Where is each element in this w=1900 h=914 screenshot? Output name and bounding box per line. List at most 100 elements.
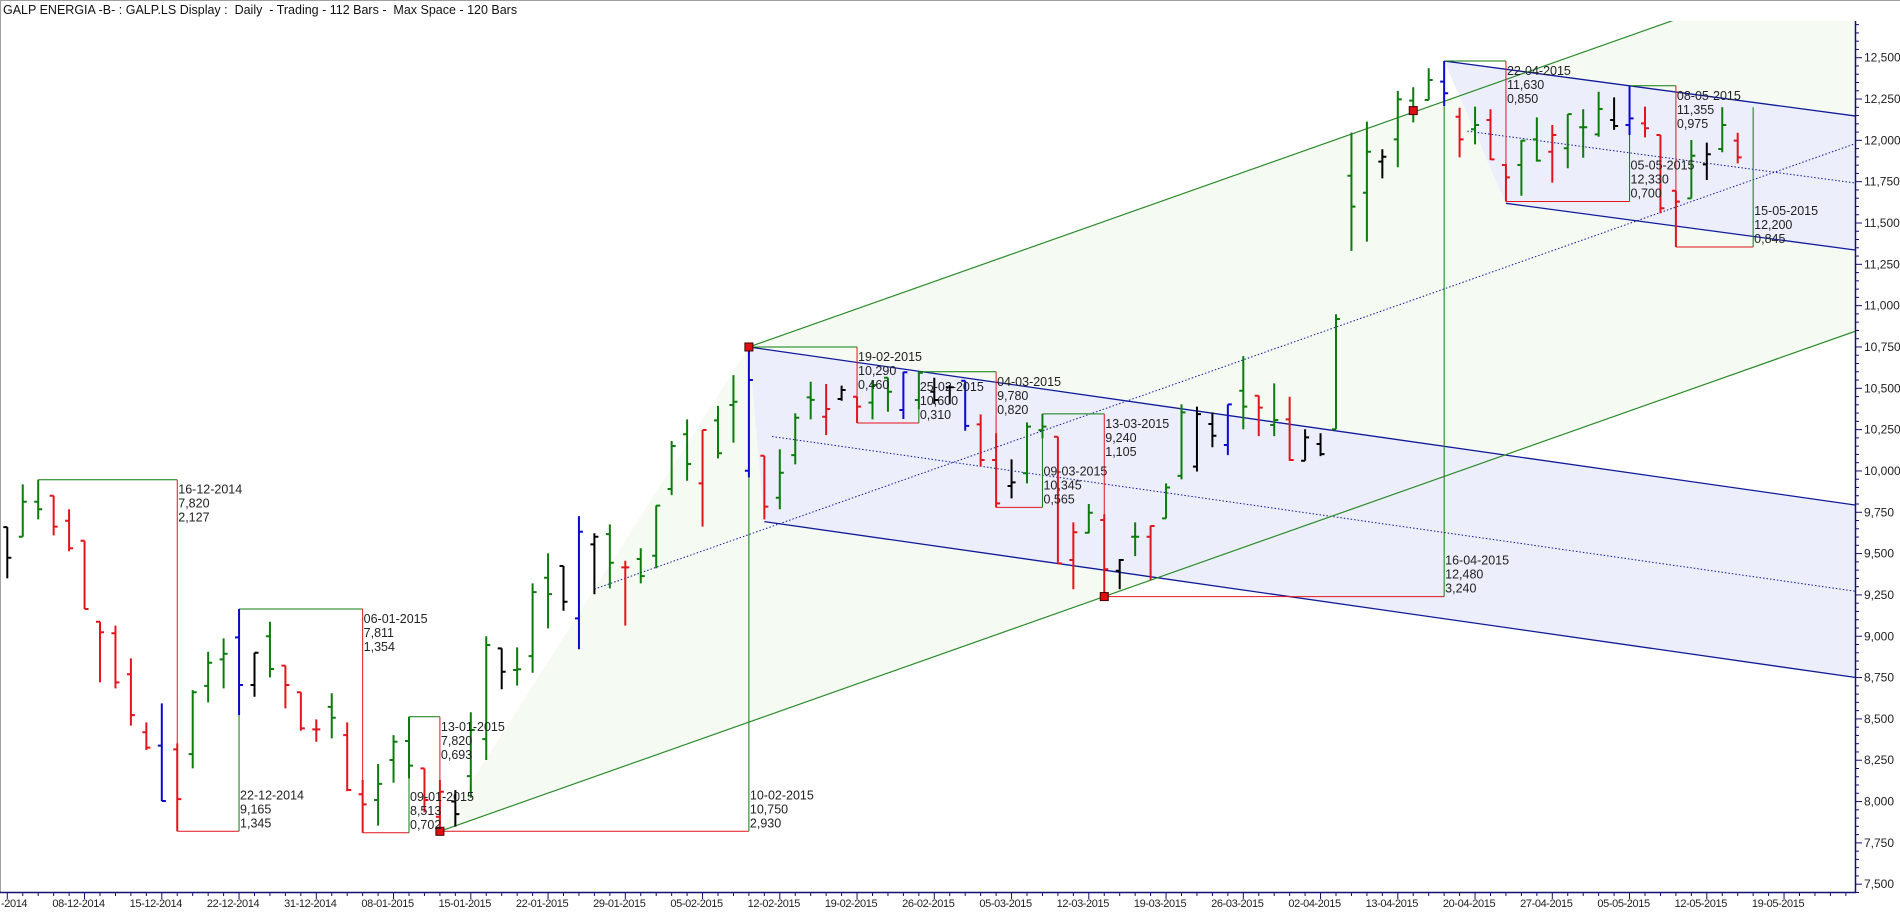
anchor-markers bbox=[435, 106, 1418, 836]
ohlc-bar bbox=[868, 380, 877, 420]
ohlc-bar bbox=[605, 524, 614, 589]
swing-annotation-price-label: 11,355 bbox=[1677, 103, 1714, 117]
swing-annotation-price-label: 7,820 bbox=[441, 734, 472, 748]
ohlc-bar bbox=[1208, 412, 1217, 448]
x-tick-label: 02-04-2015 bbox=[1288, 898, 1341, 910]
swing-annotation-diff: 0,820 bbox=[997, 403, 1028, 417]
channel-upper-line bbox=[748, 346, 1855, 506]
ohlc-bar bbox=[1718, 107, 1727, 153]
ohlc-bar bbox=[1285, 396, 1294, 462]
ohlc-bar bbox=[930, 377, 939, 405]
ohlc-bar bbox=[513, 647, 522, 686]
ohlc-bar bbox=[420, 767, 429, 813]
swing-annotation-diff: 0,845 bbox=[1754, 232, 1785, 246]
y-tick-label: 8,000 bbox=[1864, 795, 1894, 809]
ohlc-bar bbox=[683, 419, 692, 481]
y-tick-label: 7,500 bbox=[1864, 877, 1894, 891]
swing-annotation-price-label: 11,630 bbox=[1507, 78, 1544, 92]
ohlc-bar bbox=[49, 494, 58, 536]
y-tick-label: 11,750 bbox=[1864, 175, 1900, 189]
y-tick-label: 10,000 bbox=[1864, 464, 1900, 478]
trend-lines bbox=[439, 21, 1855, 832]
ohlc-bar bbox=[822, 384, 831, 436]
swing-annotation-date: 10-02-2015 bbox=[750, 788, 814, 802]
x-tick-label: 05-03-2015 bbox=[979, 898, 1032, 910]
ohlc-bar bbox=[142, 722, 151, 750]
ohlc-bar bbox=[451, 790, 460, 827]
ohlc-bar bbox=[1316, 433, 1325, 457]
x-tick-label: -2014 bbox=[1, 898, 27, 910]
ohlc-bar bbox=[1579, 109, 1588, 158]
swing-annotation-diff: 0,460 bbox=[858, 378, 889, 392]
ohlc-bar bbox=[1347, 132, 1356, 251]
ohlc-bar bbox=[173, 743, 182, 832]
x-tick-label: 29-01-2015 bbox=[593, 898, 646, 910]
ohlc-bar bbox=[698, 428, 707, 527]
ohlc-bar bbox=[528, 583, 537, 673]
ohlc-bar bbox=[976, 414, 985, 467]
ohlc-bar bbox=[1223, 403, 1232, 456]
y-tick-label: 10,250 bbox=[1864, 423, 1900, 437]
swing-annotation-diff: 0,310 bbox=[920, 408, 951, 422]
ohlc-bar bbox=[590, 533, 599, 595]
ohlc-bar bbox=[1548, 124, 1557, 183]
ohlc-bar bbox=[126, 658, 135, 726]
ohlc-bar bbox=[1393, 90, 1402, 168]
swing-annotation-date: 16-04-2015 bbox=[1445, 554, 1509, 568]
ohlc-bar bbox=[652, 504, 661, 569]
ohlc-bar bbox=[157, 703, 166, 803]
swing-annotation-diff: 2,127 bbox=[178, 511, 209, 525]
ohlc-bar bbox=[405, 716, 413, 779]
ohlc-bar bbox=[791, 413, 800, 465]
x-tick-label: 12-05-2015 bbox=[1675, 898, 1728, 910]
swing-annotation-diff: 1,345 bbox=[240, 816, 271, 830]
x-tick-label: 15-01-2015 bbox=[439, 898, 492, 910]
x-tick-label: 19-02-2015 bbox=[825, 898, 878, 910]
swing-annotation-date: 08-05-2015 bbox=[1677, 89, 1741, 103]
ohlc-bar bbox=[1177, 404, 1186, 480]
ohlc-bar bbox=[636, 548, 645, 584]
swing-annotation-date: 16-12-2014 bbox=[178, 483, 242, 497]
ohlc-bar bbox=[96, 620, 104, 683]
swing-annotation-diff: 1,354 bbox=[364, 640, 395, 654]
ohlc-bar bbox=[744, 346, 753, 478]
x-tick-label: 27-04-2015 bbox=[1520, 898, 1573, 910]
ohlc-bar bbox=[466, 712, 475, 798]
ohlc-bar bbox=[1100, 514, 1109, 597]
ohlc-bar bbox=[343, 722, 352, 792]
channel-lower-line bbox=[764, 520, 1855, 679]
swing-annotation-price-label: 7,811 bbox=[364, 626, 394, 640]
swing-annotation-diff: 0,975 bbox=[1677, 117, 1708, 131]
ohlc-bar bbox=[111, 625, 120, 689]
channel-upper-line bbox=[1444, 60, 1855, 117]
ohlc-bar bbox=[1162, 483, 1171, 520]
swing-boxes bbox=[38, 60, 1754, 834]
plot-area bbox=[3, 21, 1855, 836]
swing-annotations: 16-12-20147,8202,12722-12-20149,1651,345… bbox=[178, 64, 1818, 832]
channel-lower-line bbox=[1505, 202, 1855, 251]
ohlc-bar bbox=[1424, 68, 1433, 102]
ohlc-bar bbox=[281, 664, 290, 709]
swing-annotation-date: 06-01-2015 bbox=[364, 612, 428, 626]
ohlc-bar bbox=[1053, 435, 1062, 565]
y-tick-label: 10,750 bbox=[1864, 340, 1900, 354]
x-tick-label: 20-04-2015 bbox=[1443, 898, 1496, 910]
ohlc-bar bbox=[729, 375, 738, 443]
ohlc-bar bbox=[80, 539, 89, 610]
ohlc-bar bbox=[1270, 383, 1279, 437]
x-tick-label: 13-04-2015 bbox=[1366, 898, 1419, 910]
ohlc-bar bbox=[853, 395, 862, 424]
ohlc-bar bbox=[1007, 459, 1016, 499]
ohlc-bar bbox=[837, 385, 846, 401]
swing-annotation-price-label: 12,200 bbox=[1754, 218, 1792, 232]
x-tick-label: 19-03-2015 bbox=[1134, 898, 1187, 910]
ohlc-bar bbox=[3, 526, 12, 579]
ohlc-bar bbox=[1532, 117, 1541, 162]
swing-annotation-price-label: 12,480 bbox=[1445, 568, 1483, 582]
x-axis: -2014 08-12-2014 15-12-2014 22-12-2014 31-12… bbox=[0, 891, 1856, 910]
x-tick-label: 08-01-2015 bbox=[361, 898, 414, 910]
ohlc-bar bbox=[1440, 61, 1449, 106]
swing-annotation-date: 05-05-2015 bbox=[1631, 159, 1695, 173]
swing-annotation-date: 15-05-2015 bbox=[1754, 204, 1818, 218]
